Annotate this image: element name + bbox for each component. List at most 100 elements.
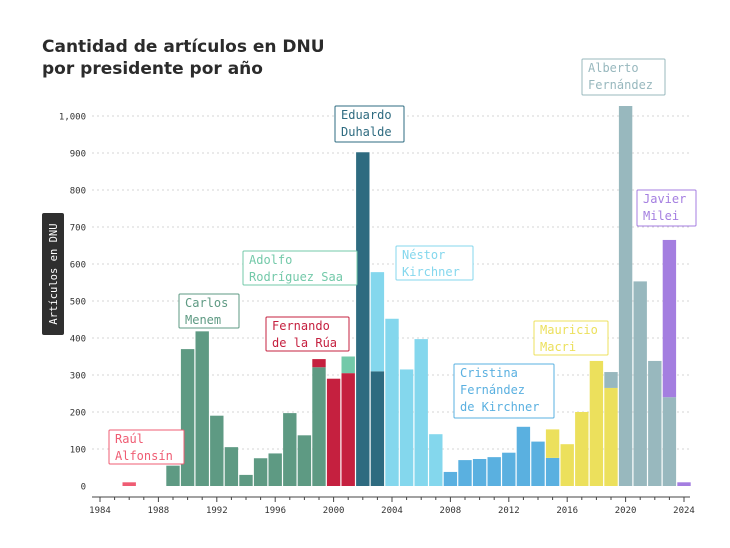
- bar-2005-segment: [399, 369, 414, 486]
- y-tick-label: 700: [70, 224, 86, 234]
- president-label-10: Javier Milei: [636, 189, 697, 227]
- x-tick-label: 2012: [498, 506, 520, 516]
- bar-2007-segment: [429, 434, 443, 486]
- president-label-text: Cristina: [460, 366, 518, 380]
- bar-1990-segment: [180, 349, 195, 486]
- bar-1997-segment: [283, 413, 297, 486]
- president-label-box: [242, 250, 358, 286]
- y-axis-title-text: Artículos en DNU: [48, 223, 60, 324]
- president-label-text: Mauricio: [540, 323, 598, 337]
- president-label-text: Javier: [643, 192, 686, 206]
- bar-2010-segment: [472, 458, 487, 486]
- president-label-box: [108, 429, 185, 465]
- bar-1996-segment: [268, 453, 282, 486]
- president-label-text: Eduardo: [341, 108, 392, 122]
- bar-2014-segment: [531, 441, 545, 486]
- bar-layer: [122, 106, 691, 486]
- president-label-8: Mauricio Macri: [533, 320, 609, 356]
- bar-2009-segment: [458, 460, 472, 486]
- bar-2004-segment: [385, 318, 399, 486]
- bar-1995-segment: [253, 458, 268, 486]
- bar-2003-segment: [370, 371, 385, 486]
- x-tick-label: 2024: [673, 506, 695, 516]
- bar-2024-segment: [677, 482, 691, 486]
- president-label-text: Macri: [540, 340, 576, 354]
- bar-2022-segment: [648, 360, 662, 486]
- bar-2019-segment: [604, 387, 618, 486]
- x-tick-label: 1996: [264, 506, 286, 516]
- y-tick-label: 800: [70, 187, 86, 197]
- y-tick-label: 100: [70, 446, 86, 456]
- president-label-4: Adolfo Rodríguez Saa: [242, 250, 358, 286]
- bar-2023-segment: [662, 239, 677, 398]
- y-tick-label: 1,000: [59, 113, 86, 123]
- president-label-box: [453, 363, 555, 419]
- bar-1992-segment: [210, 415, 224, 486]
- bar-1999-segment: [312, 367, 326, 486]
- chart-title-line-1: Cantidad de artículos en DNU: [42, 37, 325, 57]
- president-label-box: [581, 58, 666, 96]
- axis-layer: 0 100 200 300 400 500 600 700 800 900 1,000 1984 198…: [59, 113, 695, 517]
- bar-1991-segment: [195, 331, 209, 486]
- bar-2011-segment: [487, 457, 501, 486]
- bar-1993-segment: [224, 447, 239, 486]
- president-label-layer: Raúl Alfonsín Carlos Menem Fernando de la Rúa…: [108, 58, 697, 465]
- bar-2023-segment: [662, 397, 677, 486]
- president-label-text: Fernández: [588, 78, 653, 92]
- x-tick-label: 2000: [323, 506, 345, 516]
- president-label-text: Fernández: [460, 383, 525, 397]
- president-label-text: Adolfo: [249, 253, 292, 267]
- y-axis-title: Artículos en DNU: [42, 213, 64, 335]
- x-tick-label: 2008: [440, 506, 462, 516]
- president-label-box: [265, 316, 350, 352]
- bar-2015-segment: [545, 429, 560, 458]
- bar-1986-segment: [122, 482, 136, 486]
- president-label-text: Rodríguez Saa: [249, 270, 343, 284]
- president-label-box: [636, 189, 697, 227]
- chart-title: Cantidad de artículos en DNU por preside…: [42, 36, 325, 80]
- bar-2017-segment: [575, 412, 589, 486]
- bar-2020-segment: [618, 106, 633, 486]
- bar-2018-segment: [589, 360, 604, 486]
- bar-2021-segment: [633, 281, 647, 486]
- bar-2003-segment: [370, 272, 385, 372]
- president-label-text: Menem: [185, 313, 221, 327]
- bar-2013-segment: [516, 426, 531, 486]
- president-label-2: Carlos Menem: [178, 293, 240, 329]
- president-label-box: [178, 293, 240, 329]
- president-label-1: Raúl Alfonsín: [108, 429, 185, 465]
- president-label-5: Eduardo Duhalde: [334, 105, 405, 143]
- y-tick-label: 400: [70, 335, 86, 345]
- bar-2001-segment: [341, 373, 355, 486]
- y-tick-label: 500: [70, 298, 86, 308]
- x-tick-label: 2016: [556, 506, 578, 516]
- y-axis-title-box: [42, 213, 64, 335]
- y-tick-label: 0: [81, 483, 86, 493]
- president-label-text: Alfonsín: [115, 449, 173, 463]
- bar-1999-segment: [312, 359, 326, 368]
- bar-2000-segment: [326, 378, 341, 486]
- president-label-box: [395, 245, 474, 281]
- president-label-9: Alberto Fernández: [581, 58, 666, 96]
- president-label-text: de Kirchner: [460, 400, 539, 414]
- y-tick-label: 900: [70, 150, 86, 160]
- y-axis-title-layer: Artículos en DNU: [42, 213, 64, 335]
- bar-1989-segment: [166, 465, 180, 486]
- bar-2001-segment: [341, 356, 355, 374]
- x-tick-label: 2004: [381, 506, 403, 516]
- president-label-text: Raúl: [115, 432, 144, 446]
- y-tick-label: 200: [70, 409, 86, 419]
- x-tick-label: 2020: [615, 506, 637, 516]
- president-label-text: Milei: [643, 209, 679, 223]
- president-label-text: Fernando: [272, 319, 330, 333]
- x-tick-label: 1984: [89, 506, 111, 516]
- x-tick-label: 1992: [206, 506, 228, 516]
- y-tick-label: 600: [70, 261, 86, 271]
- bar-2012-segment: [502, 452, 516, 486]
- president-label-7: Cristina Fernández de Kirchner: [453, 363, 555, 419]
- bar-2019-segment: [604, 372, 618, 388]
- president-label-text: de la Rúa: [272, 336, 337, 350]
- bar-1994-segment: [239, 474, 253, 486]
- president-label-text: Duhalde: [341, 125, 392, 139]
